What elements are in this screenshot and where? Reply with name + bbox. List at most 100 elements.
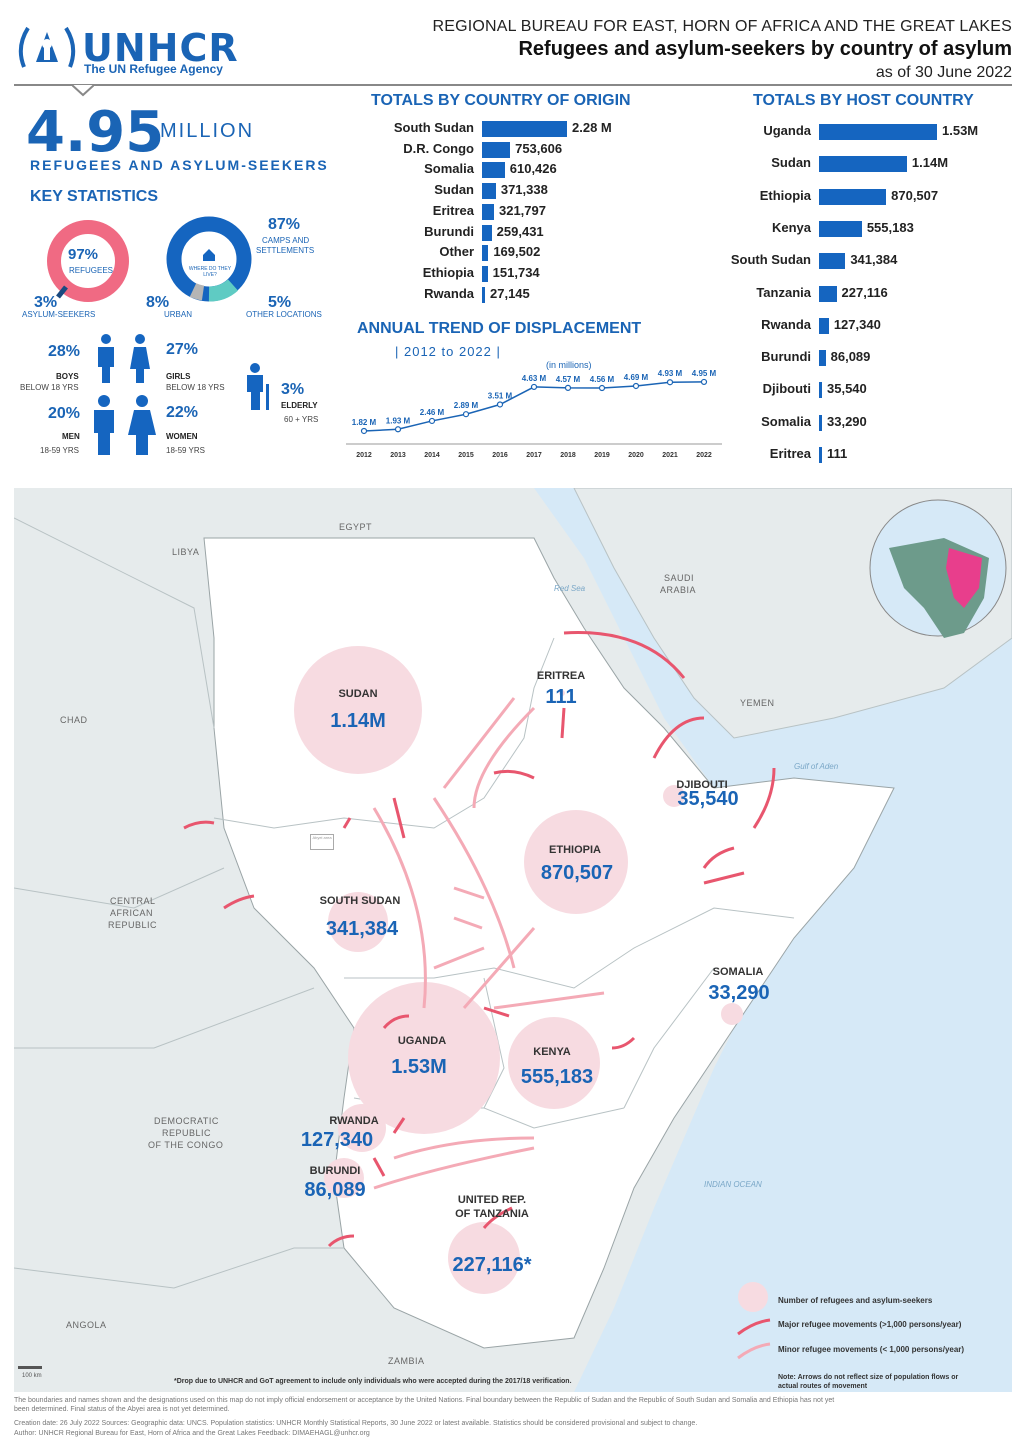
label-arabia: ARABIA: [660, 585, 697, 595]
legend-major-text: Major refugee movements (>1,000 persons/…: [778, 1320, 962, 1329]
key-stats-title: KEY STATISTICS: [30, 188, 159, 205]
bar-label: Eritrea: [432, 202, 474, 218]
circle-djibouti: [663, 785, 685, 807]
bar-label: South Sudan: [393, 120, 474, 135]
circle-sudan: [294, 646, 422, 774]
boys-pct: 28%: [48, 343, 81, 360]
label-chad: CHAD: [60, 715, 88, 725]
bar: [819, 317, 829, 334]
trend-value-label: 3.51 M: [488, 391, 513, 400]
region-title: REGIONAL BUREAU FOR EAST, HORN OF AFRICA…: [432, 18, 1012, 35]
boys-label: BOYS: [56, 372, 79, 381]
bar-value: 321,797: [498, 202, 546, 218]
circle-somalia: [721, 1003, 743, 1025]
men-label: MEN: [62, 432, 80, 441]
legend-note-1: Note: Arrows do not reflect size of popu…: [778, 1374, 959, 1381]
scale-label: 100 km: [22, 1373, 42, 1379]
bar: [482, 203, 494, 220]
urban-label: URBAN: [164, 310, 193, 319]
bar-label: Ethiopia: [422, 264, 474, 280]
women-pct: 22%: [166, 404, 199, 421]
host-value-tanzania: 227,116*: [452, 1254, 532, 1276]
bar: [819, 382, 822, 399]
girls-pct: 27%: [166, 341, 199, 358]
host-name-tanzania-2: OF TANZANIA: [455, 1208, 529, 1220]
bar-value: 111: [827, 446, 848, 461]
trend-point: [666, 379, 674, 386]
adult-icons: [94, 395, 156, 455]
label-car-3: REPUBLIC: [108, 920, 158, 930]
bar-label: Burundi: [424, 223, 474, 239]
bar: [819, 350, 826, 367]
circle-rwanda: [338, 1104, 386, 1152]
where-live-label: WHERE DO THEY LIVE?: [187, 266, 233, 278]
bar-value: 1.14M: [911, 155, 949, 171]
camps-pct: 87%: [268, 216, 301, 233]
trend-point: [700, 378, 708, 386]
legend-minor-text: Minor refugee movements (< 1,000 persons…: [778, 1345, 965, 1354]
bar-label: Kenya: [771, 219, 811, 235]
drop-note: *Drop due to UNHCR and GoT agreement to …: [174, 1378, 572, 1385]
circle-uganda: [348, 982, 500, 1134]
total-label: REFUGEES AND ASYLUM-SEEKERS: [30, 157, 329, 173]
major-arrows: [183, 631, 776, 1248]
boy-icon: [98, 334, 114, 383]
trend-tick-label: 2019: [594, 452, 610, 459]
bar-value: 753,606: [515, 140, 563, 156]
girls-label: GIRLS: [166, 372, 191, 381]
circle-burundi: [324, 1158, 364, 1198]
trend-value-label: 4.63 M: [522, 374, 547, 383]
host-name-sudan: SUDAN: [338, 688, 378, 700]
trend-tick-label: 2014: [424, 452, 440, 459]
host-value-djibouti: 35,540: [677, 788, 739, 810]
host-value-south-sudan: 341,384: [325, 918, 399, 940]
footer-creation: Creation date: 26 July 2022 Sources: Geo…: [14, 1420, 698, 1427]
trend-tick-label: 2018: [560, 452, 576, 459]
legend-circle: [738, 1282, 768, 1312]
label-egypt: EGYPT: [339, 522, 373, 532]
host-name-ethiopia: ETHIOPIA: [549, 844, 601, 856]
org-name: UNHCR: [82, 26, 239, 70]
trend-point: [428, 417, 436, 425]
trend-value-label: 2.46 M: [420, 408, 445, 417]
camps-label-1: CAMPS AND: [262, 236, 310, 245]
elderly-sub: 60 + YRS: [284, 415, 319, 424]
host-chart-title: TOTALS BY HOST COUNTRY: [753, 92, 974, 109]
trend-value-label: 4.57 M: [556, 375, 581, 384]
host-value-kenya: 555,183: [520, 1066, 594, 1088]
asylum-label: ASYLUM-SEEKERS: [22, 310, 96, 319]
bar-label: Sudan: [771, 155, 811, 171]
host-value-burundi: 86,089: [304, 1179, 366, 1201]
elderly-pct: 3%: [281, 381, 305, 398]
bar-value: 2.28 M: [572, 120, 612, 135]
trend-value-label: 4.95 M: [692, 369, 717, 378]
legend-major-arrow: [737, 1318, 771, 1336]
label-car-2: AFRICAN: [110, 908, 154, 918]
map-panel[interactable]: EGYPT LIBYA CHAD SAUDI ARABIA YEMEN CENT…: [14, 488, 1012, 1392]
bar-value: 870,507: [891, 187, 939, 203]
bar: [482, 224, 492, 241]
men-sub: 18-59 YRS: [40, 446, 79, 455]
trend-tick-label: 2013: [390, 452, 406, 459]
host-name-kenya: KENYA: [533, 1046, 571, 1058]
trend-value-label: 2.89 M: [454, 401, 479, 410]
host-name-eritrea: ERITREA: [536, 670, 586, 682]
bar-label: D.R. Congo: [403, 140, 474, 156]
bar: [819, 156, 907, 173]
refugees-label: REFUGEES: [69, 266, 114, 275]
bar-value: 151,734: [492, 264, 540, 280]
bar-label: Rwanda: [761, 316, 811, 332]
label-angola: ANGOLA: [66, 1320, 107, 1330]
other-pct: 5%: [268, 294, 292, 311]
bar-value: 227,116: [841, 284, 888, 300]
legend-note-2: actual routes of movement: [778, 1383, 868, 1390]
bar: [819, 188, 887, 205]
circle-south-sudan: [328, 892, 388, 952]
label-drc-2: REPUBLIC: [162, 1128, 212, 1138]
bar-value: 33,290: [827, 413, 867, 429]
abyei-box: Abyei area: [310, 834, 334, 850]
bar-label: Other: [439, 244, 474, 260]
host-name-uganda: UGANDA: [397, 1035, 447, 1047]
host-value-eritrea: 111: [545, 686, 577, 708]
bar-label: Burundi: [761, 349, 811, 365]
